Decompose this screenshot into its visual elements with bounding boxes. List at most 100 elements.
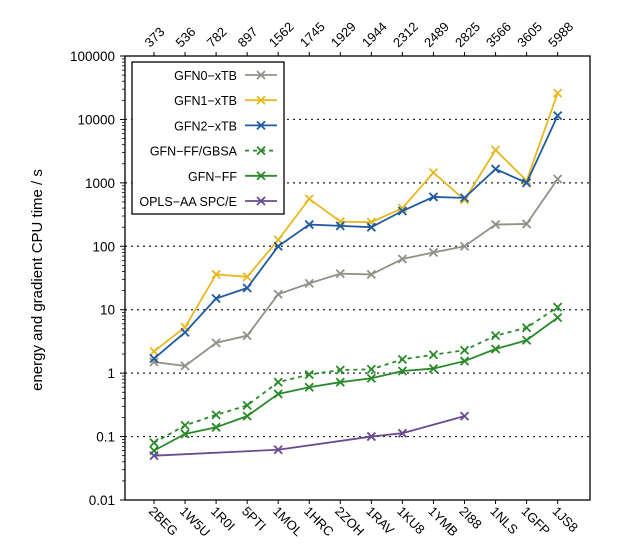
legend-marker xyxy=(256,120,266,131)
y-tick-label: 1 xyxy=(107,366,115,381)
data-point xyxy=(397,206,408,216)
data-point xyxy=(397,354,408,364)
data-point xyxy=(366,373,376,383)
legend-marker xyxy=(256,171,266,181)
series-line xyxy=(153,92,559,353)
plot-frame xyxy=(124,55,591,501)
data-point xyxy=(553,174,563,184)
data-point xyxy=(397,254,408,264)
series-line xyxy=(153,415,465,457)
data-point xyxy=(335,377,345,387)
top-tick-label: 1944 xyxy=(359,19,390,50)
data-point xyxy=(211,338,221,348)
legend-label: GFN0−xTB xyxy=(174,69,237,83)
top-tick-label: 2489 xyxy=(421,19,452,50)
top-tick-label: 2825 xyxy=(452,19,483,50)
top-tick-label: 782 xyxy=(204,24,230,50)
data-point xyxy=(490,145,501,155)
data-point xyxy=(149,438,159,448)
data-point xyxy=(180,327,190,337)
data-point xyxy=(304,194,314,204)
data-point xyxy=(180,429,190,439)
data-point xyxy=(180,420,190,431)
y-tick-label: 0.1 xyxy=(96,430,115,445)
series-line xyxy=(153,316,559,452)
data-point xyxy=(211,293,221,304)
data-point xyxy=(242,400,252,411)
y-axis: 0.01 0.1 1 10 100 1000 10000 100000 xyxy=(70,49,125,508)
x-tick-label: 2ZOH xyxy=(332,504,367,539)
data-point xyxy=(428,247,439,258)
series-2 xyxy=(149,110,563,364)
x-tick-label: 1KU8 xyxy=(394,504,428,538)
data-point xyxy=(366,431,376,442)
data-point xyxy=(180,361,190,371)
top-tick-label: 373 xyxy=(142,24,168,50)
series-line xyxy=(153,115,559,360)
data-point xyxy=(490,164,501,174)
data-point xyxy=(304,219,314,230)
data-point xyxy=(459,411,470,421)
series-3 xyxy=(149,302,563,448)
data-point xyxy=(242,411,252,421)
data-point xyxy=(304,382,314,392)
data-point xyxy=(521,335,532,345)
data-point xyxy=(459,345,470,355)
x-tick-label: 1W5U xyxy=(177,504,213,540)
data-point xyxy=(428,363,439,374)
data-point xyxy=(366,222,376,232)
data-point xyxy=(304,369,314,380)
legend-box xyxy=(131,61,285,215)
data-point xyxy=(397,428,408,438)
data-point xyxy=(242,272,252,282)
x-tick-label: 1HRC xyxy=(301,504,337,540)
data-point xyxy=(553,110,563,121)
x-tick-label: 5PTI xyxy=(239,504,269,534)
data-point xyxy=(490,219,501,230)
data-point xyxy=(304,278,314,289)
data-point xyxy=(273,445,283,455)
data-point xyxy=(428,192,439,202)
data-point xyxy=(521,323,532,333)
legend-label: GFN1−xTB xyxy=(174,94,237,108)
data-point xyxy=(366,269,376,280)
data-point xyxy=(521,219,532,229)
x-tick-label: 1YMB xyxy=(425,504,461,540)
legend-marker xyxy=(256,95,266,105)
y-tick-label: 100000 xyxy=(70,49,115,64)
top-tick-label: 897 xyxy=(235,24,261,50)
y-axis-label: energy and gradient CPU time / s xyxy=(29,169,46,391)
data-point xyxy=(149,346,159,357)
x-tick-label: 1MOL xyxy=(270,504,306,540)
data-point xyxy=(397,366,408,376)
data-point xyxy=(211,269,221,280)
top-tick-label: 2312 xyxy=(390,19,421,50)
data-point xyxy=(521,178,532,188)
data-point xyxy=(335,365,345,375)
x-tick-label: 2BEG xyxy=(146,504,181,539)
data-point xyxy=(490,344,501,354)
data-point xyxy=(553,302,563,312)
y-tick-label: 100 xyxy=(92,239,115,254)
top-tick-label: 1745 xyxy=(297,19,328,50)
data-point xyxy=(273,377,283,387)
legend: GFN0−xTB GFN1−xTB GFN2−xTB GFN−FF/GBSA GFN−F… xyxy=(131,61,285,215)
data-point xyxy=(428,350,439,360)
y-tick-label: 1000 xyxy=(85,176,115,191)
data-point xyxy=(149,357,159,367)
top-tick-label: 536 xyxy=(173,24,199,50)
top-tick-label: 3566 xyxy=(483,19,514,50)
data-point xyxy=(242,331,252,341)
data-point xyxy=(366,364,376,374)
top-axis: 373 536 782 897 1562 1745 1929 1944 2312 2489 2825… xyxy=(142,19,576,56)
y-tick-label: 10000 xyxy=(77,112,115,127)
y-tick-label: 0.01 xyxy=(89,493,115,508)
series-line xyxy=(153,178,559,367)
data-point xyxy=(459,356,470,366)
data-point xyxy=(553,313,563,323)
top-tick-label: 1929 xyxy=(328,19,359,50)
data-point xyxy=(553,88,563,98)
data-point xyxy=(273,289,283,299)
